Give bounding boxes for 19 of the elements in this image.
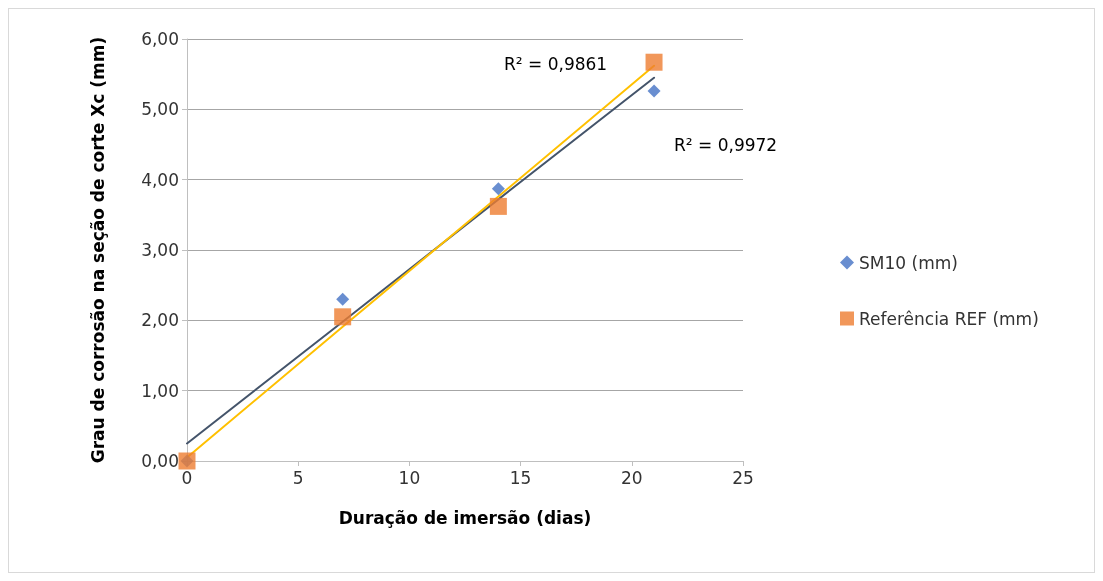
x-tick-label: 25: [732, 467, 754, 488]
x-axis-title: Duração de imersão (dias): [338, 507, 592, 528]
x-tick-label: 15: [509, 467, 532, 488]
legend-label: SM10 (mm): [859, 252, 958, 273]
x-tick-label: 0: [181, 467, 193, 488]
y-tick-label: 3,00: [141, 240, 179, 260]
legend-label: Referência REF (mm): [859, 308, 1039, 329]
x-tick-label: 20: [620, 467, 643, 488]
y-tick-label: 4,00: [141, 169, 179, 190]
y-axis-title: Grau de corrosão na seção de corte Xc (mm): [88, 36, 108, 464]
x-tick-label: 5: [292, 467, 304, 488]
y-tick-label: 5,00: [141, 99, 179, 120]
annotation: R² = 0,9861: [504, 53, 608, 74]
x-tick-label: 10: [398, 467, 421, 488]
annotation: R² = 0,9972: [674, 134, 778, 155]
y-tick-label: 0,00: [141, 451, 179, 471]
y-tick-label: 1,00: [141, 380, 179, 401]
y-tick-label: 6,00: [141, 29, 179, 49]
y-tick-label: 2,00: [141, 310, 179, 331]
